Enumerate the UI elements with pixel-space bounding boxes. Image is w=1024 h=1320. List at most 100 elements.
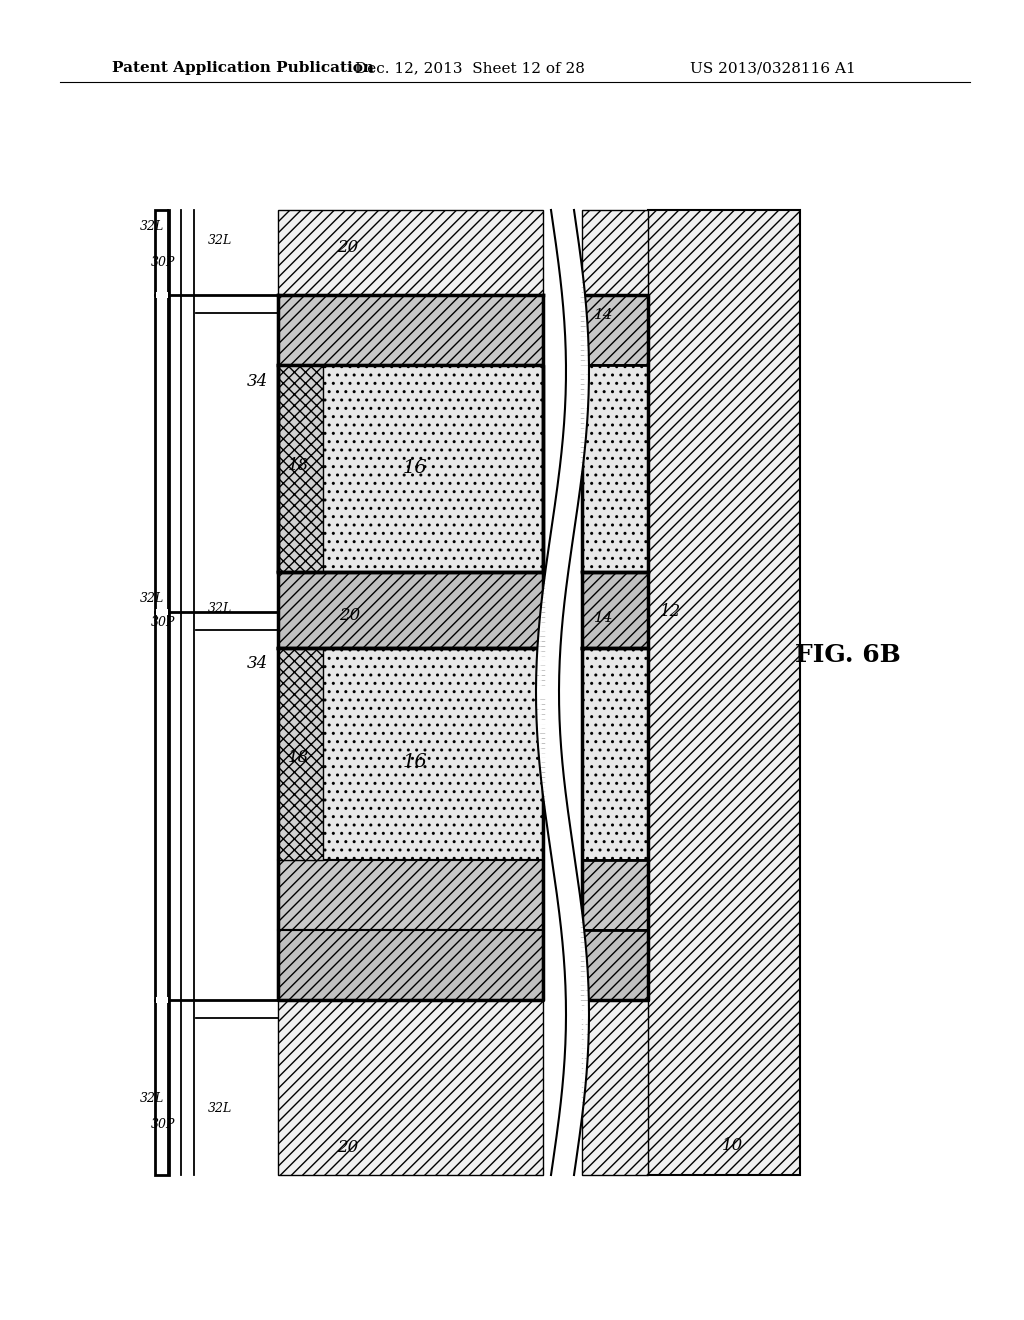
Text: 30P: 30P <box>151 256 175 269</box>
Polygon shape <box>564 418 588 424</box>
Polygon shape <box>565 1030 589 1035</box>
Polygon shape <box>564 962 588 966</box>
Polygon shape <box>546 564 569 569</box>
Polygon shape <box>542 598 565 603</box>
Polygon shape <box>561 1097 585 1102</box>
Polygon shape <box>551 525 574 531</box>
Bar <box>156 997 168 1003</box>
Polygon shape <box>557 248 581 253</box>
Polygon shape <box>559 268 583 273</box>
Polygon shape <box>554 230 578 234</box>
Polygon shape <box>557 486 581 491</box>
Polygon shape <box>537 729 560 734</box>
Polygon shape <box>545 569 568 574</box>
Polygon shape <box>558 264 582 268</box>
Polygon shape <box>545 812 568 816</box>
Polygon shape <box>536 694 559 700</box>
Polygon shape <box>566 1024 589 1030</box>
Polygon shape <box>540 763 563 768</box>
Polygon shape <box>555 884 580 888</box>
Polygon shape <box>547 826 570 830</box>
Polygon shape <box>566 1015 589 1020</box>
Polygon shape <box>543 589 566 593</box>
Polygon shape <box>565 977 588 981</box>
Polygon shape <box>552 219 577 224</box>
Polygon shape <box>538 642 561 647</box>
Polygon shape <box>557 899 581 903</box>
Text: 10: 10 <box>721 1137 742 1154</box>
Text: 32L: 32L <box>140 591 164 605</box>
Polygon shape <box>566 360 589 366</box>
Polygon shape <box>539 622 562 627</box>
Polygon shape <box>566 370 589 375</box>
Bar <box>582 572 648 648</box>
Text: 32L: 32L <box>208 1101 232 1114</box>
Bar <box>278 931 543 1001</box>
Polygon shape <box>563 302 586 308</box>
Bar <box>582 648 648 861</box>
Polygon shape <box>557 482 581 486</box>
Text: 32L: 32L <box>208 602 232 615</box>
Polygon shape <box>560 1102 584 1107</box>
Polygon shape <box>537 661 560 665</box>
Polygon shape <box>555 234 579 239</box>
Polygon shape <box>552 1166 575 1170</box>
Polygon shape <box>565 1039 589 1044</box>
Polygon shape <box>553 870 578 874</box>
Polygon shape <box>560 273 584 279</box>
Polygon shape <box>560 1107 584 1111</box>
Polygon shape <box>561 928 585 932</box>
Bar <box>155 210 169 1175</box>
Bar <box>278 572 543 648</box>
Polygon shape <box>544 578 567 583</box>
Text: 30P: 30P <box>151 1118 175 1131</box>
Polygon shape <box>538 647 560 651</box>
Polygon shape <box>565 346 589 351</box>
Polygon shape <box>561 1093 585 1097</box>
Text: 20: 20 <box>337 239 358 256</box>
Polygon shape <box>566 1001 589 1006</box>
Polygon shape <box>562 937 586 942</box>
Polygon shape <box>553 865 577 870</box>
Polygon shape <box>560 462 584 467</box>
Polygon shape <box>557 253 581 259</box>
Polygon shape <box>558 1117 582 1122</box>
Polygon shape <box>537 725 560 729</box>
Polygon shape <box>561 453 585 457</box>
Text: US 2013/0328116 A1: US 2013/0328116 A1 <box>690 61 856 75</box>
Bar <box>156 294 168 296</box>
Bar <box>156 609 168 615</box>
Polygon shape <box>548 549 571 554</box>
Polygon shape <box>560 917 584 923</box>
Polygon shape <box>549 841 572 845</box>
Text: 12: 12 <box>660 603 681 620</box>
Polygon shape <box>546 816 569 821</box>
Polygon shape <box>558 1122 582 1126</box>
Polygon shape <box>562 297 586 302</box>
Polygon shape <box>545 807 568 812</box>
Polygon shape <box>539 748 561 754</box>
Polygon shape <box>564 1059 588 1064</box>
Bar <box>156 999 168 1001</box>
Polygon shape <box>563 1078 586 1082</box>
Bar <box>582 210 648 294</box>
Polygon shape <box>559 913 583 917</box>
Polygon shape <box>558 259 582 264</box>
Polygon shape <box>552 859 575 865</box>
Polygon shape <box>564 322 588 326</box>
Polygon shape <box>564 966 588 972</box>
Polygon shape <box>554 1151 578 1155</box>
Bar <box>582 861 648 931</box>
Polygon shape <box>536 690 559 694</box>
Polygon shape <box>538 739 561 743</box>
Text: 20: 20 <box>339 607 360 624</box>
Polygon shape <box>539 758 562 763</box>
Text: 32L: 32L <box>140 1092 164 1105</box>
Polygon shape <box>565 337 589 341</box>
Polygon shape <box>561 447 585 453</box>
Polygon shape <box>551 1170 574 1175</box>
Polygon shape <box>565 981 589 986</box>
Polygon shape <box>540 618 563 622</box>
Polygon shape <box>561 288 585 293</box>
Bar <box>278 210 543 294</box>
